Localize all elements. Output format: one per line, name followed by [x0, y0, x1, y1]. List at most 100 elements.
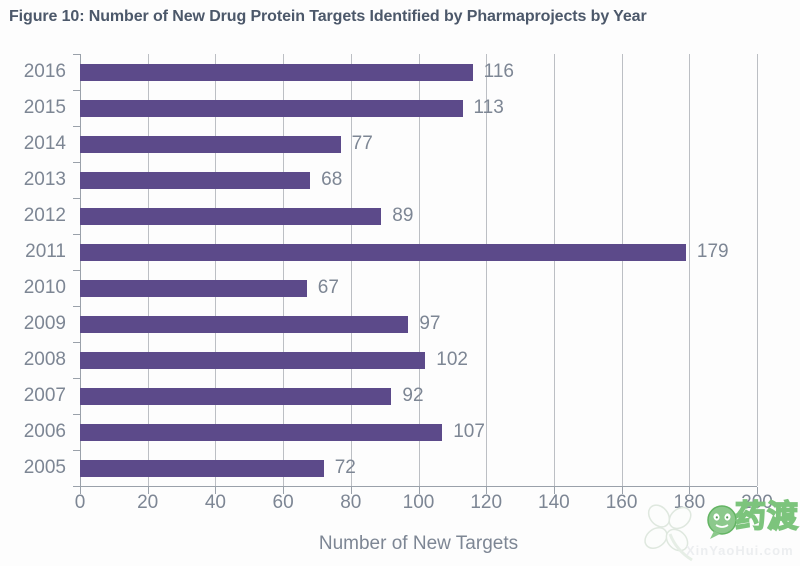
bar-row: 68	[80, 162, 757, 198]
bar-row: 92	[80, 378, 757, 414]
x-axis-tick	[80, 487, 81, 494]
y-axis-tick	[73, 270, 80, 271]
gridline	[283, 54, 285, 486]
year-label: 2009	[23, 313, 66, 334]
x-axis-tick-label: 120	[470, 492, 503, 513]
bar-row: 179	[80, 234, 757, 270]
gridline	[215, 54, 217, 486]
y-axis-tick	[73, 450, 80, 451]
bar-2010	[80, 279, 307, 297]
x-axis-tick	[553, 487, 555, 494]
year-label: 2005	[23, 457, 66, 478]
x-axis-tick-label: 0	[74, 492, 86, 513]
gridline	[486, 54, 488, 486]
bar-2008	[80, 351, 426, 369]
bar-row: 97	[80, 306, 757, 342]
value-label: 89	[392, 205, 414, 226]
value-label: 107	[453, 421, 485, 442]
x-axis-tick	[283, 487, 285, 494]
year-label: 2015	[23, 97, 66, 118]
x-axis-tick	[215, 487, 217, 494]
y-axis-tick	[73, 342, 80, 343]
value-label: 116	[483, 61, 514, 82]
bar-2016	[80, 63, 473, 81]
y-axis-tick	[73, 198, 80, 199]
x-axis-tick-label: 160	[605, 492, 638, 513]
y-axis-tick	[73, 414, 80, 415]
bar-2012	[80, 207, 382, 225]
value-label: 113	[473, 97, 504, 118]
value-label: 102	[436, 349, 468, 370]
bar-2014	[80, 135, 341, 153]
bar-2011	[80, 243, 686, 261]
y-axis-tick	[73, 378, 80, 379]
y-axis-tick	[73, 90, 80, 91]
x-axis-tick-label: 100	[402, 492, 435, 513]
x-axis-tick	[486, 487, 488, 494]
x-axis-tick	[147, 487, 149, 494]
bar-row: 107	[80, 414, 757, 450]
x-axis-tick-label: 140	[538, 492, 570, 513]
x-axis-tick	[689, 487, 691, 494]
bar-row: 116	[80, 54, 757, 90]
year-label: 2006	[23, 421, 66, 442]
year-label: 2013	[23, 169, 66, 190]
value-label: 67	[317, 277, 339, 298]
gridline	[147, 54, 149, 486]
plot-area: 116 113 77 68 89 179 67 97 102 92 107 72	[80, 54, 758, 486]
y-axis-tick	[73, 54, 80, 55]
y-axis-tick	[73, 234, 80, 235]
wechat-icon	[707, 505, 737, 539]
gridline	[689, 54, 691, 486]
year-label: 2007	[23, 385, 66, 406]
clover-icon	[644, 504, 693, 562]
x-axis-tick-label: 60	[272, 492, 294, 513]
bar-2005	[80, 459, 324, 477]
y-axis-line	[80, 54, 81, 486]
watermark-url-text: XinYaoHui.com	[686, 543, 794, 558]
bar-2009	[80, 315, 409, 333]
x-axis-tick	[757, 487, 758, 494]
year-label: 2011	[25, 241, 66, 262]
year-label: 2010	[23, 277, 66, 298]
bar-2007	[80, 387, 392, 405]
chart-title: Figure 10: Number of New Drug Protein Ta…	[9, 8, 647, 25]
x-axis-tick	[418, 487, 420, 494]
bar-row: 102	[80, 342, 757, 378]
bar-row: 89	[80, 198, 757, 234]
x-axis-tick-label: 80	[340, 492, 362, 513]
year-label: 2016	[23, 61, 66, 82]
gridline	[621, 54, 623, 486]
bar-row: 67	[80, 270, 757, 306]
y-axis-tick	[73, 126, 80, 127]
year-label: 2014	[23, 133, 66, 154]
bar-row: 113	[80, 90, 757, 126]
y-axis-tick	[73, 486, 80, 487]
x-axis-tick	[350, 487, 352, 494]
value-label: 77	[351, 133, 373, 154]
y-axis-tick	[73, 162, 80, 163]
gridline	[418, 54, 420, 486]
gridline	[350, 54, 352, 486]
bar-2015	[80, 99, 463, 117]
x-axis-tick	[621, 487, 623, 494]
watermark: 药渡 XinYaoHui.com	[638, 496, 800, 566]
value-label: 68	[321, 169, 343, 190]
bar-row: 77	[80, 126, 757, 162]
bar-2013	[80, 171, 311, 189]
value-label: 97	[419, 313, 441, 334]
bar-row: 72	[80, 450, 757, 486]
x-axis-line	[73, 486, 757, 487]
y-axis-tick	[73, 306, 80, 307]
bar-2006	[80, 423, 443, 441]
x-axis-tick-label: 200	[741, 492, 773, 513]
gridline	[553, 54, 555, 486]
x-axis-tick-label: 40	[204, 492, 226, 513]
value-label: 72	[334, 457, 356, 478]
gridline	[757, 54, 758, 486]
x-axis-title: Number of New Targets	[318, 533, 519, 554]
value-label: 92	[402, 385, 424, 406]
value-label: 179	[696, 241, 729, 262]
watermark-brand-text: 药渡	[734, 499, 799, 534]
